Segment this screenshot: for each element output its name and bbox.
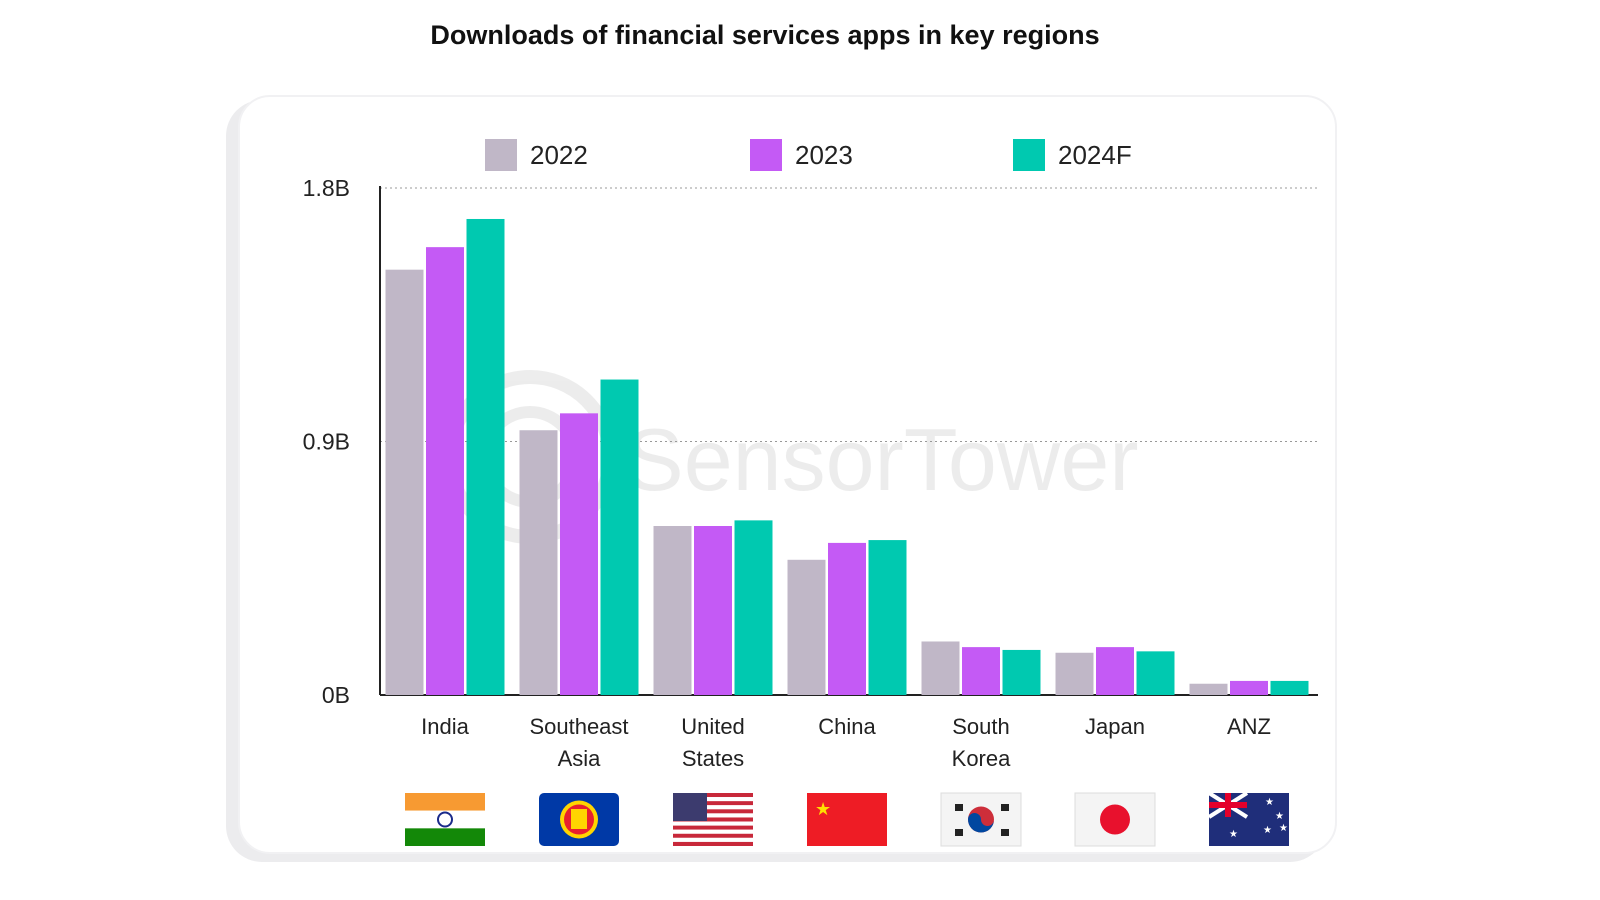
asean-flag-icon: [539, 793, 619, 846]
flag-part: [405, 810, 485, 829]
x-category-label: Japan: [1085, 714, 1145, 739]
legend-swatch-2022: [485, 139, 517, 171]
bar-2024F: [868, 540, 907, 695]
flag-part: [673, 801, 753, 806]
bar-2023: [962, 647, 1000, 695]
x-category-label: Korea: [952, 746, 1011, 771]
flag-part: [437, 811, 453, 828]
australia-flag-icon: ★★★★ ★: [1207, 791, 1289, 846]
flag-part: ★: [1265, 797, 1274, 808]
bar-2022: [385, 269, 424, 695]
y-tick-label: 0B: [322, 682, 350, 708]
south-korea-flag-icon: [940, 792, 1022, 847]
bar-2023: [694, 526, 732, 695]
chart-title: Downloads of financial services apps in …: [430, 20, 1100, 50]
flag-part: [955, 829, 963, 836]
watermark-text: SensorTower: [625, 410, 1139, 509]
flag-part: [673, 829, 753, 834]
flag-part: ★: [1279, 823, 1288, 834]
x-category-label: Southeast: [529, 714, 628, 739]
flag-part: [968, 813, 994, 833]
flag-part: ★: [1229, 829, 1238, 840]
flag-part: [1001, 804, 1009, 811]
bar-2023: [1096, 647, 1134, 695]
flag-part: [673, 837, 753, 842]
flag-part: [673, 833, 753, 838]
bar-2024F: [734, 520, 773, 695]
flag-part: [1100, 804, 1130, 835]
y-tick-label: 0.9B: [303, 429, 350, 455]
x-category-label: ANZ: [1227, 714, 1271, 739]
flag-part: [673, 793, 707, 821]
china-flag-icon: ★: [807, 793, 887, 846]
flag-part: [673, 841, 753, 846]
flag-part: [673, 817, 753, 822]
usa-flag-icon: [673, 793, 753, 846]
bar-2023: [560, 413, 598, 695]
x-category-label: United: [681, 714, 745, 739]
flag-part: [673, 793, 753, 798]
legend-label-2022: 2022: [530, 140, 588, 170]
bar-2022: [519, 430, 558, 695]
y-tick-label: 1.8B: [303, 175, 350, 201]
bar-2024F: [1002, 649, 1041, 695]
flag-part: [673, 825, 753, 830]
flag-part: [673, 809, 753, 814]
japan-flag-icon: [1074, 792, 1156, 847]
india-flag-icon: [405, 793, 485, 846]
bar-2023: [828, 542, 866, 695]
bar-2022: [653, 526, 692, 695]
bar-2023: [426, 247, 464, 695]
flag-part: [1001, 829, 1009, 836]
bar-2024F: [600, 379, 639, 695]
legend-swatch-2023: [750, 139, 782, 171]
flag-part: [673, 805, 753, 810]
bar-2024F: [1270, 680, 1309, 695]
flag-part: ★: [815, 799, 831, 819]
x-category-label: South: [952, 714, 1010, 739]
flag-part: [405, 828, 485, 846]
flag-part: ★: [1263, 825, 1272, 836]
flag-part: [1225, 793, 1231, 817]
x-category-label: China: [818, 714, 876, 739]
flag-part: [405, 793, 485, 811]
flag-part: [571, 809, 587, 829]
legend-swatch-2024F: [1013, 139, 1045, 171]
x-category-label: Asia: [558, 746, 602, 771]
flag-part: ★: [1275, 811, 1284, 822]
bar-2022: [787, 559, 826, 695]
flag-part: [940, 792, 1022, 847]
bar-2024F: [466, 218, 505, 695]
bar-2022: [1055, 652, 1094, 695]
bar-2023: [1230, 680, 1268, 695]
flag-part: [807, 793, 887, 846]
x-category-label: India: [421, 714, 469, 739]
flag-part: [673, 797, 753, 802]
bar-2022: [1189, 683, 1228, 695]
bar-2024F: [1136, 651, 1175, 695]
legend-label-2024F: 2024F: [1058, 140, 1132, 170]
legend-label-2023: 2023: [795, 140, 853, 170]
bar-2022: [921, 641, 960, 695]
x-category-label: States: [682, 746, 744, 771]
flag-part: [673, 821, 753, 826]
flag-part: [673, 813, 753, 818]
flag-part: [955, 804, 963, 811]
